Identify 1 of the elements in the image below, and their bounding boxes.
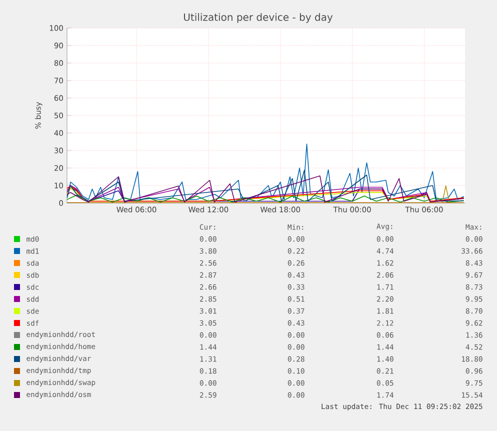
- chart-title: Utilization per device - by day: [184, 13, 333, 23]
